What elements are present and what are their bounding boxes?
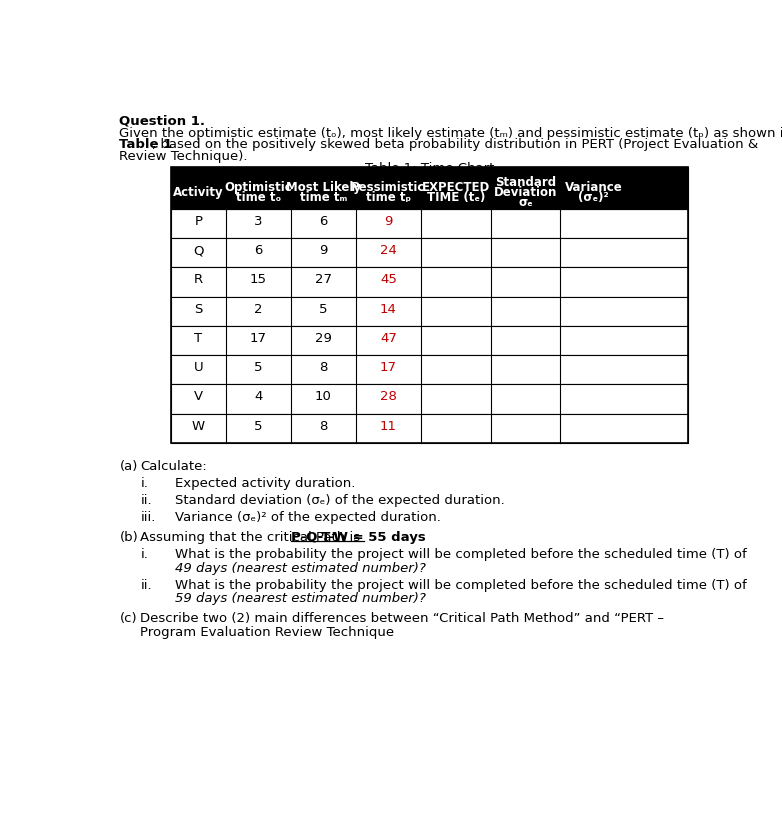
Text: σₑ: σₑ [518, 196, 533, 209]
Text: Question 1.: Question 1. [120, 115, 206, 128]
Text: 2: 2 [254, 303, 263, 315]
Text: 5: 5 [319, 303, 328, 315]
Text: 11: 11 [380, 420, 397, 432]
Text: R: R [194, 273, 203, 286]
Bar [171, 168, 688, 209]
Text: S: S [194, 303, 203, 315]
Text: Variance (σₑ)² of the expected duration.: Variance (σₑ)² of the expected duration. [175, 510, 441, 524]
Text: 24: 24 [380, 244, 396, 257]
Text: (b): (b) [120, 531, 138, 544]
Text: Deviation: Deviation [494, 186, 558, 199]
Text: 6: 6 [254, 244, 263, 257]
Text: 8: 8 [319, 420, 328, 432]
Text: Most Likely: Most Likely [285, 181, 361, 194]
Text: Expected activity duration.: Expected activity duration. [175, 477, 356, 490]
Text: 49 days (nearest estimated number)?: 49 days (nearest estimated number)? [175, 562, 426, 574]
Text: P: P [195, 215, 203, 227]
Text: 17: 17 [380, 361, 397, 374]
Text: Calculate:: Calculate: [141, 460, 207, 473]
Bar [171, 384, 688, 414]
Text: 45: 45 [380, 273, 396, 286]
Text: 6: 6 [319, 215, 328, 227]
Text: Describe two (2) main differences between “Critical Path Method” and “PERT –: Describe two (2) main differences betwee… [141, 613, 665, 626]
Text: 28: 28 [380, 390, 396, 403]
Text: What is the probability the project will be completed before the scheduled time : What is the probability the project will… [175, 548, 747, 561]
Text: T: T [195, 332, 203, 344]
Text: time tₚ: time tₚ [366, 191, 411, 204]
Text: Q: Q [193, 244, 204, 257]
Text: 10: 10 [315, 390, 332, 403]
Text: P-Q-T-W = 55 days: P-Q-T-W = 55 days [291, 531, 425, 544]
Text: Program Evaluation Review Technique: Program Evaluation Review Technique [141, 627, 394, 639]
Text: 9: 9 [384, 215, 393, 227]
Text: Given the optimistic estimate (tₒ), most likely estimate (tₘ) and pessimistic es: Given the optimistic estimate (tₒ), most… [120, 126, 782, 139]
Text: Table 1: Table 1 [120, 138, 173, 151]
Text: Pessimistic: Pessimistic [351, 181, 425, 194]
Bar [171, 209, 688, 238]
Text: 3: 3 [254, 215, 263, 227]
Text: W: W [192, 420, 205, 432]
Bar [171, 267, 688, 296]
Text: , based on the positively skewed beta probability distribution in PERT (Project : , based on the positively skewed beta pr… [152, 138, 759, 151]
Text: 8: 8 [319, 361, 328, 374]
Text: ii.: ii. [141, 579, 152, 592]
Bar [171, 296, 688, 326]
Text: Variance: Variance [565, 181, 622, 194]
Text: Table 1: Time Chart: Table 1: Time Chart [365, 162, 494, 175]
Text: time tₒ: time tₒ [235, 191, 281, 204]
Bar [171, 355, 688, 384]
Bar [171, 238, 688, 267]
Bar [171, 414, 688, 443]
Bar [171, 168, 688, 443]
Text: 47: 47 [380, 332, 396, 344]
Text: (σₑ)²: (σₑ)² [578, 191, 608, 204]
Text: 5: 5 [254, 361, 263, 374]
Text: Standard deviation (σₑ) of the expected duration.: Standard deviation (σₑ) of the expected … [175, 494, 505, 507]
Bar [171, 326, 688, 355]
Text: ii.: ii. [141, 494, 152, 507]
Text: 27: 27 [315, 273, 332, 286]
Text: 29: 29 [315, 332, 332, 344]
Text: U: U [194, 361, 203, 374]
Text: 9: 9 [319, 244, 328, 257]
Text: 17: 17 [249, 332, 267, 344]
Text: (a): (a) [120, 460, 138, 473]
Text: iii.: iii. [141, 510, 156, 524]
Text: 59 days (nearest estimated number)?: 59 days (nearest estimated number)? [175, 593, 426, 605]
Text: (c): (c) [120, 613, 137, 626]
Text: V: V [194, 390, 203, 403]
Text: Optimistic: Optimistic [224, 181, 292, 194]
Text: Standard: Standard [495, 176, 556, 189]
Text: 4: 4 [254, 390, 263, 403]
Text: time tₘ: time tₘ [300, 191, 347, 204]
Text: Review Technique).: Review Technique). [120, 149, 248, 163]
Text: TIME (tₑ): TIME (tₑ) [427, 191, 485, 204]
Text: i.: i. [141, 548, 149, 561]
Text: What is the probability the project will be completed before the scheduled time : What is the probability the project will… [175, 579, 747, 592]
Text: i.: i. [141, 477, 149, 490]
Text: 14: 14 [380, 303, 396, 315]
Text: 5: 5 [254, 420, 263, 432]
Text: Assuming that the critical Path is: Assuming that the critical Path is [141, 531, 364, 544]
Text: Activity: Activity [173, 186, 224, 199]
Text: EXPECTED: EXPECTED [421, 181, 490, 194]
Text: 15: 15 [249, 273, 267, 286]
